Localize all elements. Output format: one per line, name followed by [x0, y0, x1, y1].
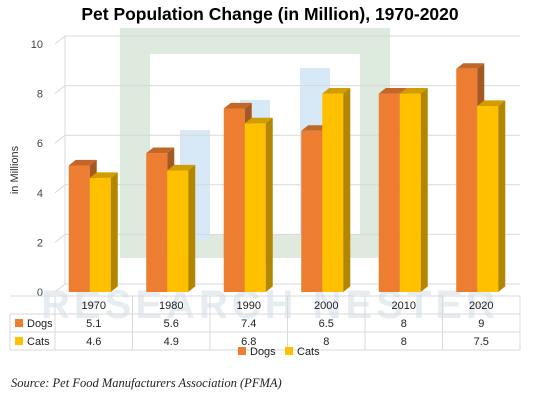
bar-cats-2020 [477, 100, 506, 293]
bars [68, 63, 506, 293]
bar-front [68, 165, 90, 292]
bar-front [146, 153, 168, 292]
bar-cats-2000 [322, 88, 351, 292]
source-note: Source: Pet Food Manufacturers Associati… [11, 376, 282, 390]
bar-top [146, 147, 175, 154]
bar-top [378, 88, 407, 94]
bar-top [456, 63, 485, 69]
chart: RESEARCH NESTER Pet Population Change (i… [9, 4, 521, 358]
bar-cats-2010 [399, 88, 428, 292]
x-tick-label: 1980 [159, 300, 183, 312]
bar-top [244, 117, 273, 124]
bar-front [399, 93, 421, 292]
data-label: 7.5 [474, 336, 489, 348]
bar-side [110, 172, 118, 292]
data-label: 5.1 [86, 318, 101, 330]
gridline-depth [54, 184, 66, 194]
data-label: 6.5 [319, 318, 334, 330]
gridlines [54, 35, 520, 293]
table-series-label: Dogs [27, 318, 53, 330]
table-series-label: Cats [27, 336, 50, 348]
bar-front [477, 106, 499, 292]
chart-title: Pet Population Change (in Million), 1970… [81, 4, 459, 24]
data-table: 1970 1980 1990 2000 2010 2020 Dogs 5.1 5.6 7.4 6.5… [9, 295, 521, 351]
bar-front [301, 130, 323, 292]
legend-label: Cats [297, 346, 320, 358]
bar-front [378, 93, 400, 292]
table-legend-key-cats [15, 337, 23, 345]
x-tick-label: 2000 [314, 300, 338, 312]
bar-front [223, 108, 245, 292]
bar-front [456, 68, 478, 292]
data-label: 5.6 [164, 318, 179, 330]
y-tick-label: 8 [37, 89, 43, 101]
x-tick-label: 1990 [237, 300, 261, 312]
y-tick-label: 4 [37, 188, 43, 200]
legend-key-cats [285, 347, 293, 355]
y-axis-ticks: 0 2 4 6 8 10 [31, 39, 43, 299]
bar-side [343, 88, 351, 292]
data-label: 8 [323, 336, 329, 348]
bar-front [167, 170, 189, 292]
gridline-depth [54, 134, 66, 144]
bar-cats-1970 [89, 172, 118, 292]
x-tick-label: 1970 [82, 300, 106, 312]
data-label: 6.8 [241, 336, 256, 348]
gridline-depth [54, 234, 66, 243]
y-tick-label: 2 [37, 237, 43, 249]
y-axis-label: in Millions [9, 145, 21, 194]
y-tick-label: 10 [31, 39, 43, 51]
bar-cats-1990 [244, 117, 273, 292]
data-label: 8 [401, 336, 407, 348]
x-tick-label: 2020 [469, 300, 493, 312]
legend-label: Dogs [250, 346, 276, 358]
bar-top [68, 159, 97, 166]
gridline-depth [54, 85, 66, 94]
bar-cats-1980 [167, 164, 196, 292]
data-label: 4.6 [86, 336, 101, 348]
gridline-depth [54, 35, 66, 45]
bar-top [223, 102, 252, 109]
bar-front [322, 93, 344, 292]
data-label: 9 [478, 318, 484, 330]
bar-side [265, 117, 273, 292]
bar-top [477, 100, 506, 106]
bar-front [89, 177, 111, 292]
bar-side [188, 164, 196, 292]
bar-side [420, 88, 428, 292]
data-label: 8 [401, 318, 407, 330]
y-tick-label: 6 [37, 138, 43, 150]
legend: Dogs Cats [238, 346, 320, 358]
legend-key-dogs [238, 347, 246, 355]
x-tick-label: 2010 [392, 300, 416, 312]
bar-front [244, 123, 266, 292]
data-label: 4.9 [164, 336, 179, 348]
data-label: 7.4 [241, 318, 256, 330]
bar-top [399, 88, 428, 94]
gridline-depth [54, 283, 66, 293]
bar-top [167, 164, 196, 171]
bar-top [89, 172, 118, 178]
table-legend-key-dogs [15, 319, 23, 327]
bar-side [498, 100, 506, 293]
y-tick-label: 0 [37, 287, 43, 299]
bar-top [322, 88, 351, 94]
